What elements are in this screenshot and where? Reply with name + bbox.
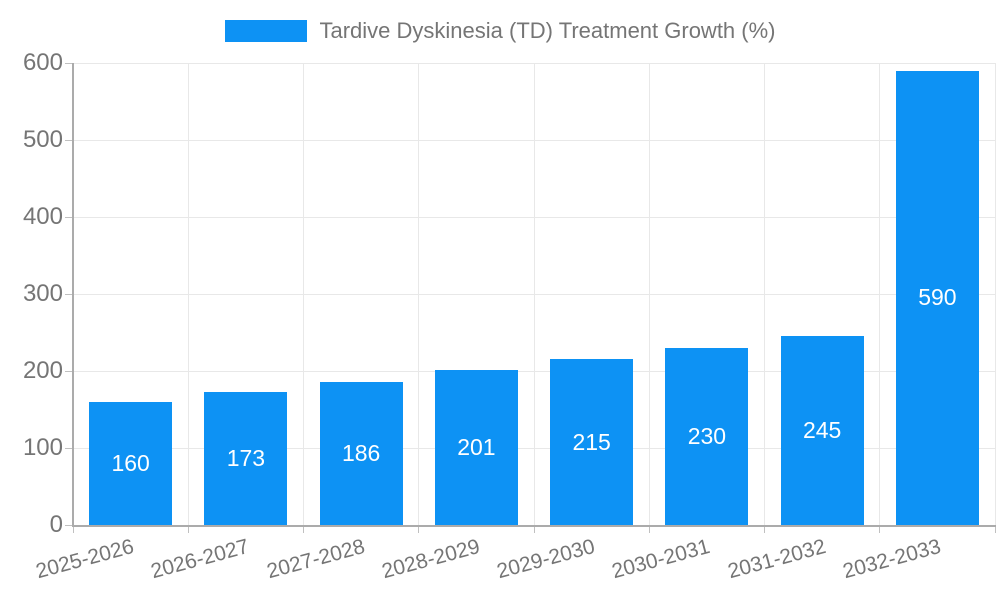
bar-2026-2027[interactable]: 173 xyxy=(204,391,288,525)
grid-line-vertical xyxy=(764,63,765,525)
bar-value-label: 173 xyxy=(226,444,266,471)
y-axis-tick xyxy=(65,293,73,295)
grid-line-vertical xyxy=(648,63,650,525)
y-axis-tick-label: 600 xyxy=(22,49,63,76)
y-axis-line xyxy=(72,63,74,527)
bar-value-label: 230 xyxy=(687,422,727,449)
y-axis-tick-label: 0 xyxy=(49,511,63,538)
x-axis-tick xyxy=(418,525,420,533)
bar-2031-2032[interactable]: 245 xyxy=(780,336,864,525)
grid-line-vertical xyxy=(303,63,304,525)
x-axis-category-label: 2027-2028 xyxy=(264,535,368,584)
y-axis-tick xyxy=(65,139,73,141)
y-axis-tick xyxy=(65,447,73,449)
bar-value-label: 201 xyxy=(457,434,496,461)
chart-legend-item[interactable]: Tardive Dyskinesia (TD) Treatment Growth… xyxy=(0,18,1000,44)
bar-value-label: 245 xyxy=(802,417,842,444)
bar-value-label: 186 xyxy=(341,439,381,466)
y-axis-tick xyxy=(65,370,73,372)
y-axis-tick-label: 100 xyxy=(22,434,63,461)
x-axis-category-label: 2025-2026 xyxy=(33,535,137,584)
x-axis-tick xyxy=(72,525,74,533)
x-axis-category-label: 2026-2027 xyxy=(148,535,252,584)
bar-2025-2026[interactable]: 160 xyxy=(89,401,173,525)
y-axis-tick-label: 200 xyxy=(22,357,63,384)
x-axis-category-label: 2032-2033 xyxy=(840,535,944,584)
grid-line-vertical xyxy=(187,63,189,525)
grid-line-vertical xyxy=(879,63,881,525)
legend-label: Tardive Dyskinesia (TD) Treatment Growth… xyxy=(319,18,776,43)
x-axis-tick xyxy=(648,525,650,533)
x-axis-category-label: 2030-2031 xyxy=(609,535,713,584)
x-axis-tick xyxy=(533,525,535,533)
x-axis-category-label: 2031-2032 xyxy=(725,535,829,584)
x-axis-tick xyxy=(879,525,881,533)
y-axis-tick-label: 400 xyxy=(22,203,63,230)
bar-value-label: 160 xyxy=(111,449,150,476)
bar-value-label: 215 xyxy=(572,428,611,455)
bar-value-label: 590 xyxy=(918,284,957,311)
y-axis-tick xyxy=(65,216,73,218)
x-axis-category-label: 2028-2029 xyxy=(379,535,483,584)
grid-line-vertical xyxy=(418,63,420,525)
grid-line-vertical xyxy=(533,63,535,525)
x-axis-line xyxy=(72,525,996,527)
x-axis-tick xyxy=(303,525,304,533)
bar-2030-2031[interactable]: 230 xyxy=(665,347,749,525)
y-axis-tick xyxy=(65,62,73,64)
x-axis-tick xyxy=(994,525,996,533)
legend-swatch-icon xyxy=(224,20,307,42)
y-axis-tick xyxy=(65,524,73,526)
grid-line-vertical xyxy=(994,63,996,525)
bar-2032-2033[interactable]: 590 xyxy=(895,70,979,525)
bar-2028-2029[interactable]: 201 xyxy=(434,370,518,525)
y-axis-tick-label: 300 xyxy=(22,280,63,307)
y-axis-tick-label: 500 xyxy=(22,126,63,153)
x-axis-category-label: 2029-2030 xyxy=(494,535,598,584)
bar-2027-2028[interactable]: 186 xyxy=(319,381,403,525)
x-axis-tick xyxy=(764,525,765,533)
bar-2029-2030[interactable]: 215 xyxy=(550,359,634,525)
x-axis-tick xyxy=(187,525,189,533)
